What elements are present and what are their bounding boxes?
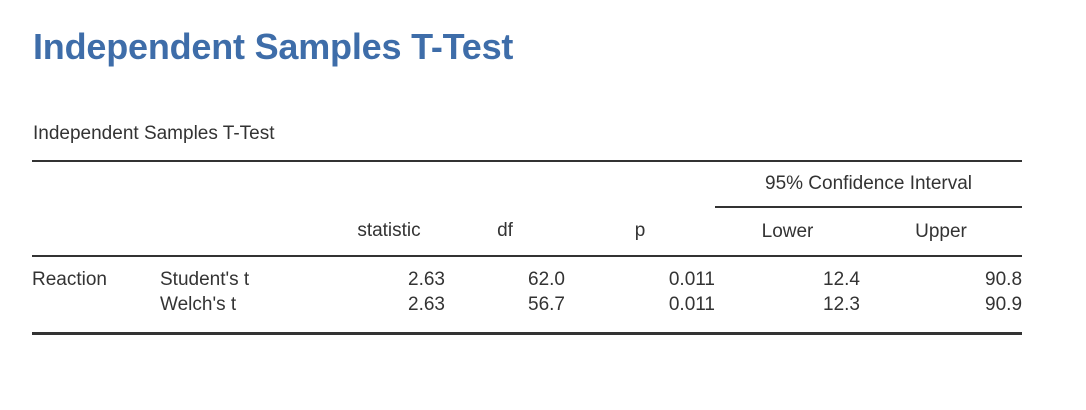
- cell-test-name: Student's t: [160, 268, 250, 290]
- col-header-lower: Lower: [715, 207, 860, 257]
- cell-statistic: 2.63: [408, 294, 445, 315]
- col-header-statistic: statistic: [333, 207, 445, 257]
- cell-ci-lower: 12.4: [823, 268, 860, 290]
- header-spacer: [160, 207, 333, 257]
- col-header-df: df: [445, 207, 565, 257]
- table-row-students-t: Reaction Student's t 2.63 62.0 0.011 12.…: [32, 256, 1022, 294]
- cell-df: 56.7: [528, 294, 565, 315]
- cell-statistic: 2.63: [408, 268, 445, 290]
- cell-p: 0.011: [668, 294, 715, 315]
- col-header-p: p: [565, 207, 715, 257]
- ci-group-row: 95% Confidence Interval: [32, 161, 1023, 208]
- table-header: 95% Confidence Interval statistic df p L…: [32, 161, 1023, 257]
- header-spacer: [32, 207, 160, 257]
- header-spacer: [32, 161, 715, 207]
- page-title: Independent Samples T-Test: [33, 26, 514, 67]
- table-row-welchs-t: Welch's t 2.63 56.7 0.011 12.3 90.9: [32, 294, 1022, 334]
- cell-df: 62.0: [528, 268, 565, 290]
- cell-test-name: Welch's t: [160, 294, 237, 315]
- ttest-results-table: 95% Confidence Interval statistic df p L…: [32, 160, 1023, 335]
- col-header-upper: Upper: [860, 207, 1023, 257]
- cell-variable: Reaction: [32, 268, 107, 290]
- cell-ci-upper: 90.9: [985, 294, 1023, 315]
- table-caption: Independent Samples T-Test: [33, 123, 275, 144]
- column-header-row: statistic df p Lower Upper: [32, 207, 1023, 257]
- cell-p: 0.011: [668, 268, 715, 290]
- ci-group-header: 95% Confidence Interval: [715, 161, 1023, 208]
- cell-ci-upper: 90.8: [985, 268, 1023, 290]
- table-body: Reaction Student's t 2.63 62.0 0.011 12.…: [32, 256, 1022, 334]
- cell-ci-lower: 12.3: [823, 294, 860, 315]
- cell-variable: [32, 294, 160, 334]
